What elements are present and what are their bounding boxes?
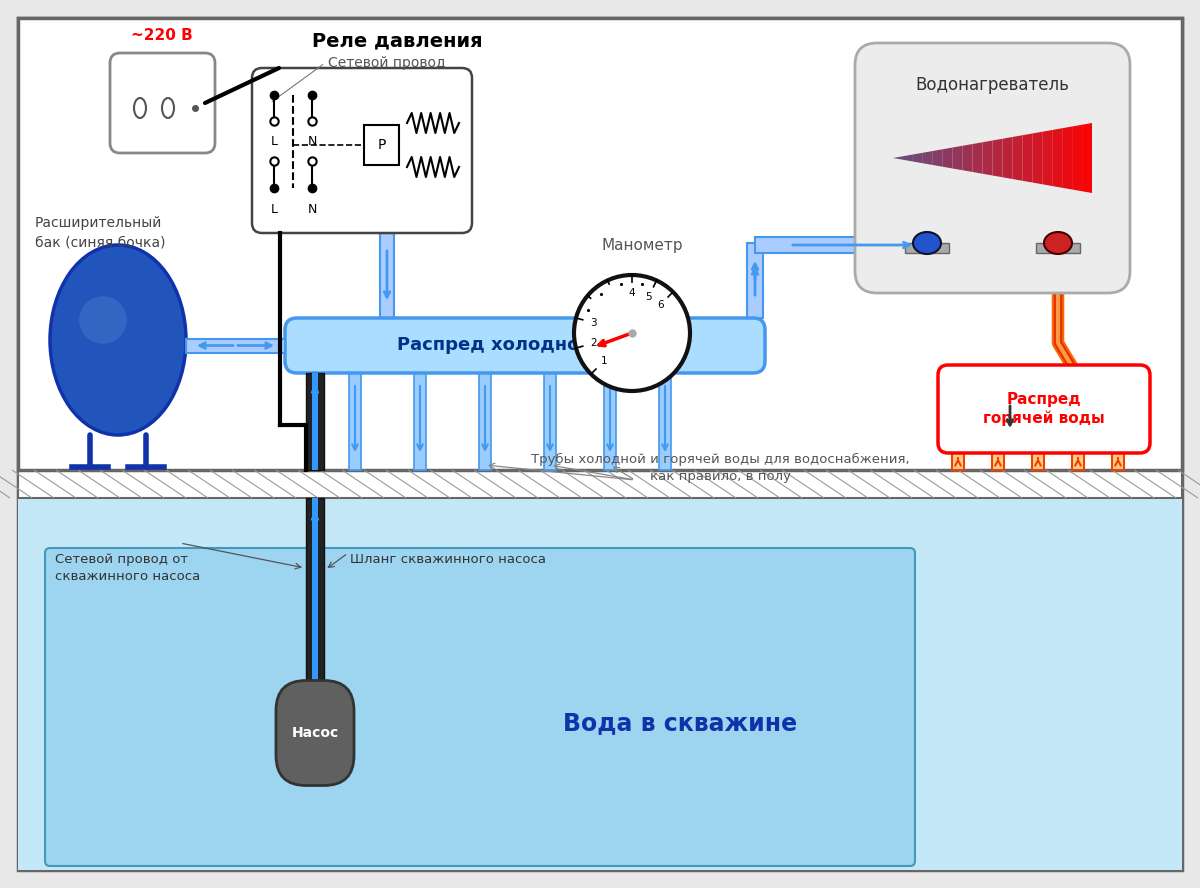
- Ellipse shape: [162, 98, 174, 118]
- Bar: [312, 498, 318, 680]
- Circle shape: [574, 275, 690, 391]
- Polygon shape: [1052, 128, 1062, 187]
- Polygon shape: [1022, 133, 1032, 183]
- Bar: [1112, 453, 1124, 470]
- Text: 3: 3: [590, 318, 596, 328]
- FancyBboxPatch shape: [110, 53, 215, 153]
- Polygon shape: [1043, 130, 1052, 186]
- FancyBboxPatch shape: [46, 548, 914, 866]
- Text: Распред холодной воды: Распред холодной воды: [397, 337, 653, 354]
- Polygon shape: [1002, 137, 1013, 179]
- Bar: [186, 338, 286, 353]
- Ellipse shape: [1044, 232, 1072, 254]
- Bar: [349, 373, 361, 470]
- Polygon shape: [1082, 123, 1092, 193]
- Bar: [18, 470, 1182, 498]
- Polygon shape: [973, 142, 983, 174]
- Polygon shape: [902, 155, 913, 162]
- Polygon shape: [943, 147, 953, 169]
- FancyBboxPatch shape: [286, 318, 766, 373]
- Text: Трубы холодной и горячей воды для водоснабжения,
как правило, в полу: Трубы холодной и горячей воды для водосн…: [530, 453, 910, 483]
- Text: Распред
горячей воды: Распред горячей воды: [983, 392, 1105, 426]
- FancyBboxPatch shape: [276, 680, 354, 786]
- Text: L: L: [270, 135, 277, 148]
- Bar: [479, 373, 491, 470]
- Text: Сетевой провод: Сетевой провод: [328, 56, 445, 70]
- Text: Вода в скважине: Вода в скважине: [563, 711, 797, 735]
- Bar: [380, 233, 394, 318]
- Polygon shape: [953, 146, 962, 170]
- Ellipse shape: [913, 232, 941, 254]
- Bar: [746, 243, 763, 318]
- FancyBboxPatch shape: [856, 43, 1130, 293]
- Text: 5: 5: [646, 292, 653, 302]
- Polygon shape: [923, 151, 932, 165]
- Bar: [1036, 243, 1080, 253]
- Polygon shape: [1062, 126, 1072, 189]
- Ellipse shape: [79, 297, 127, 344]
- Text: 6: 6: [656, 300, 664, 310]
- Polygon shape: [1072, 124, 1082, 191]
- Polygon shape: [1032, 131, 1043, 184]
- Text: ~220 В: ~220 В: [131, 28, 193, 43]
- Bar: [306, 373, 324, 470]
- Bar: [306, 498, 324, 680]
- FancyBboxPatch shape: [252, 68, 472, 233]
- Ellipse shape: [50, 245, 186, 435]
- Bar: [604, 373, 616, 470]
- Bar: [905, 243, 949, 253]
- Polygon shape: [893, 156, 902, 160]
- Text: 1: 1: [600, 356, 607, 366]
- Text: Шланг скважинного насоса: Шланг скважинного насоса: [350, 553, 546, 566]
- Bar: [659, 373, 671, 470]
- Bar: [364, 125, 398, 165]
- Bar: [952, 453, 964, 470]
- Text: Водонагреватель: Водонагреватель: [916, 76, 1069, 94]
- Text: Сетевой провод от
скважинного насоса: Сетевой провод от скважинного насоса: [55, 553, 200, 583]
- Bar: [992, 453, 1004, 470]
- Bar: [414, 373, 426, 470]
- Bar: [625, 318, 640, 391]
- Polygon shape: [992, 139, 1002, 178]
- Text: P: P: [377, 138, 385, 152]
- Bar: [544, 373, 556, 470]
- Text: Реле давления: Реле давления: [312, 31, 482, 50]
- Polygon shape: [932, 149, 943, 167]
- Text: N: N: [307, 135, 317, 148]
- Bar: [1032, 453, 1044, 470]
- Text: 2: 2: [590, 338, 596, 348]
- Polygon shape: [983, 140, 992, 176]
- Bar: [18, 18, 1182, 470]
- Polygon shape: [962, 144, 973, 172]
- Text: L: L: [270, 203, 277, 216]
- Text: Расширительный
бак (синяя бочка): Расширительный бак (синяя бочка): [35, 217, 166, 250]
- Text: N: N: [307, 203, 317, 216]
- Ellipse shape: [134, 98, 146, 118]
- Text: Насос: Насос: [292, 726, 338, 740]
- Bar: [312, 373, 318, 470]
- Bar: [18, 498, 1182, 870]
- Polygon shape: [913, 153, 923, 163]
- Polygon shape: [1013, 135, 1022, 181]
- Text: Манометр: Манометр: [601, 238, 683, 253]
- FancyBboxPatch shape: [938, 365, 1150, 453]
- Bar: [755, 237, 928, 253]
- Bar: [1072, 453, 1084, 470]
- Text: 4: 4: [629, 288, 635, 298]
